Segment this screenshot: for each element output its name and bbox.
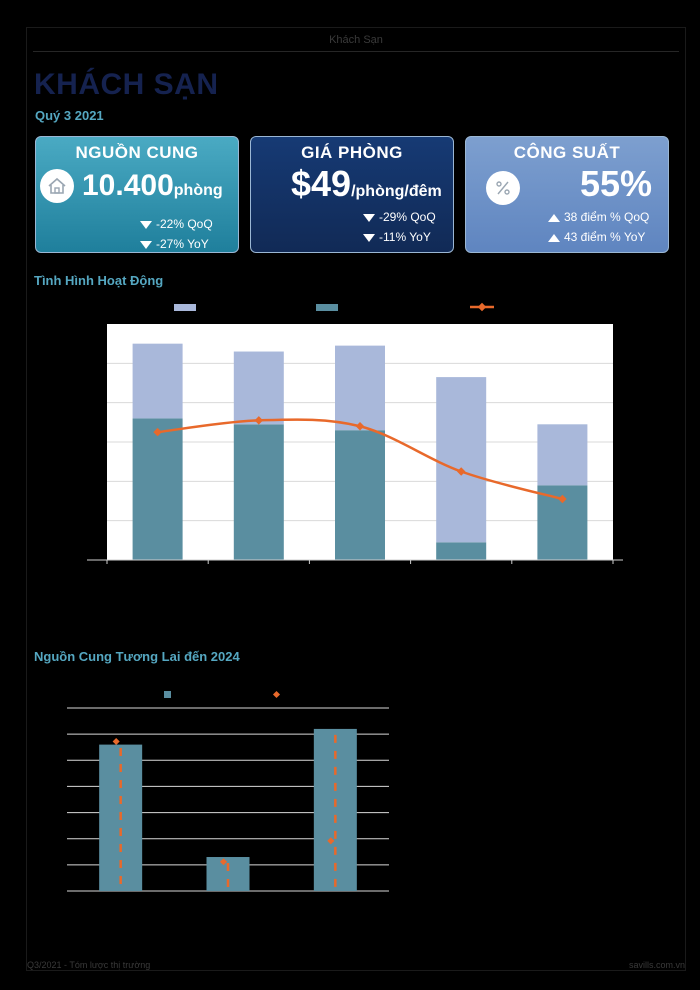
line-point: [327, 837, 335, 845]
header-title: Khách Sạn: [329, 34, 383, 46]
bar-lower: [132, 418, 183, 560]
bar-lower: [233, 424, 284, 560]
price-card: GIÁ PHÒNG $49/phòng/đêm -29% QoQ -11% Yo…: [250, 136, 454, 253]
bar-upper: [335, 345, 385, 431]
performance-chart: [87, 302, 623, 564]
legend-swatch-dark: [316, 304, 338, 311]
occupancy-change-yoy: 43 điểm % YoY: [548, 230, 645, 244]
legend-line-marker: [477, 302, 487, 312]
price-change-yoy: -11% YoY: [363, 230, 431, 244]
supply-number: 10.400: [82, 169, 174, 202]
future-supply-section-title: Nguồn Cung Tương Lai đến 2024: [34, 649, 240, 664]
line-point: [254, 416, 264, 425]
line-point: [558, 494, 567, 504]
page-subtitle: Quý 3 2021: [35, 108, 104, 123]
header-divider: [33, 51, 679, 52]
house-icon: [40, 169, 74, 203]
bar-upper: [233, 351, 284, 425]
supply-change-yoy: -27% YoY: [140, 237, 209, 251]
price-label: GIÁ PHÒNG: [301, 143, 403, 162]
future-supply-chart: [67, 690, 389, 892]
occupancy-card: CÔNG SUẤT 55% 38 điểm % QoQ 43 điểm % Yo…: [465, 136, 669, 253]
bar-upper: [436, 377, 487, 543]
supply-card: NGUỒN CUNG 10.400phòng -22% QoQ -27% YoY: [35, 136, 239, 253]
page-title: KHÁCH SẠN: [34, 68, 219, 101]
bar-upper: [132, 343, 183, 419]
footer-report-name: Q3/2021 - Tóm lược thị trường: [27, 960, 151, 970]
bar-lower: [436, 542, 487, 560]
down-triangle-icon: [363, 213, 375, 222]
up-triangle-icon: [548, 213, 560, 222]
footer-website: savills.com.vn: [628, 960, 685, 970]
performance-section-title: Tình Hình Hoạt Động: [34, 273, 164, 288]
down-triangle-icon: [140, 220, 152, 229]
line-point: [219, 858, 228, 866]
occupancy-label: CÔNG SUẤT: [513, 143, 621, 162]
bar-upper: [537, 424, 588, 486]
line-point: [355, 422, 365, 431]
supply-value: 10.400phòng: [82, 169, 223, 203]
line-point: [153, 427, 162, 437]
legend-swatch-bar: [164, 691, 171, 698]
line-point: [112, 737, 120, 746]
legend-swatch-light: [174, 304, 196, 311]
up-triangle-icon: [548, 233, 560, 242]
down-triangle-icon: [140, 240, 152, 249]
line-point: [456, 467, 466, 476]
occupancy-value: 55%: [580, 163, 653, 204]
supply-change-qoq: -22% QoQ: [140, 217, 213, 231]
occupancy-change-qoq: 38 điểm % QoQ: [548, 210, 649, 224]
price-value: $49/phòng/đêm: [291, 163, 442, 205]
price-number: $49: [291, 163, 352, 204]
percent-icon: [486, 171, 520, 205]
report-page: Khách Sạn KHÁCH SẠN Quý 3 2021 NGUỒN CUN…: [26, 27, 686, 971]
legend-swatch-marker: [272, 690, 281, 699]
bar-lower: [335, 430, 385, 560]
price-unit: /phòng/đêm: [351, 183, 442, 200]
supply-unit: phòng: [173, 182, 223, 199]
supply-label: NGUỒN CUNG: [75, 143, 199, 162]
price-change-qoq: -29% QoQ: [363, 210, 436, 224]
down-triangle-icon: [363, 233, 375, 242]
